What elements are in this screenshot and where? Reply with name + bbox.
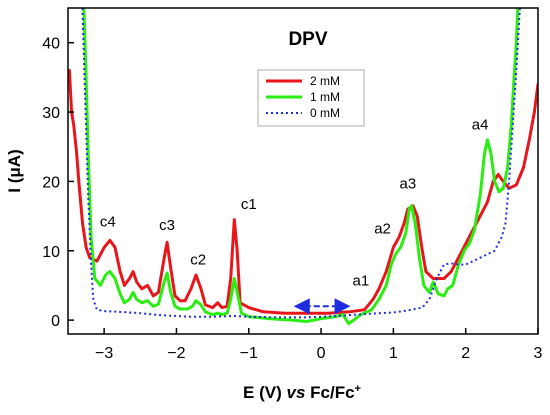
peak-label-a4: a4 [472, 116, 489, 133]
legend: 2 mM 1 mM 0 mM [257, 69, 365, 127]
x-axis-label: E (V) vs Fc/Fc+ [243, 383, 361, 402]
x-axis-label-rest: Fc/Fc [305, 383, 354, 402]
peak-label-c2: c2 [190, 252, 206, 269]
peak-label-c1: c1 [241, 196, 257, 213]
series-line-2-mm [68, 68, 538, 315]
legend-label: 2 mM [310, 74, 340, 88]
peak-label-a2: a2 [374, 220, 391, 237]
x-tick-label: 3 [534, 345, 543, 362]
x-tick-label: 1 [389, 345, 398, 362]
x-tick-label: −3 [95, 345, 113, 362]
x-tick-label: −2 [167, 345, 185, 362]
legend-label: 1 mM [310, 90, 340, 104]
series-line-0-mm [81, 8, 521, 319]
legend-label: 0 mM [310, 106, 340, 120]
y-tick-label: 30 [42, 105, 60, 122]
y-tick-label: 40 [42, 36, 60, 53]
y-tick-label: 0 [51, 313, 60, 330]
x-axis-label-main: E (V) [243, 383, 286, 402]
series-layer [68, 8, 538, 326]
annotation-layer: c4 c3 c2 c1 a1 a2 a3 a4 [100, 116, 489, 289]
peak-label-c4: c4 [100, 213, 116, 230]
plot-frame [67, 7, 539, 335]
y-axis-label: I (μA) [5, 149, 24, 192]
x-axis-label-vs: vs [286, 383, 305, 402]
peak-label-a1: a1 [353, 272, 370, 289]
series-line-1-mm [82, 8, 520, 326]
peak-label-c3: c3 [159, 217, 175, 234]
x-axis-label-sup: + [355, 383, 361, 395]
y-tick-label: 20 [42, 174, 60, 191]
peak-label-a3: a3 [400, 175, 417, 192]
x-tick-label: −1 [240, 345, 258, 362]
y-tick-label: 10 [42, 244, 60, 261]
x-tick-label: 0 [317, 345, 326, 362]
x-tick-label: 2 [461, 345, 470, 362]
chart-title: DPV [288, 29, 327, 50]
